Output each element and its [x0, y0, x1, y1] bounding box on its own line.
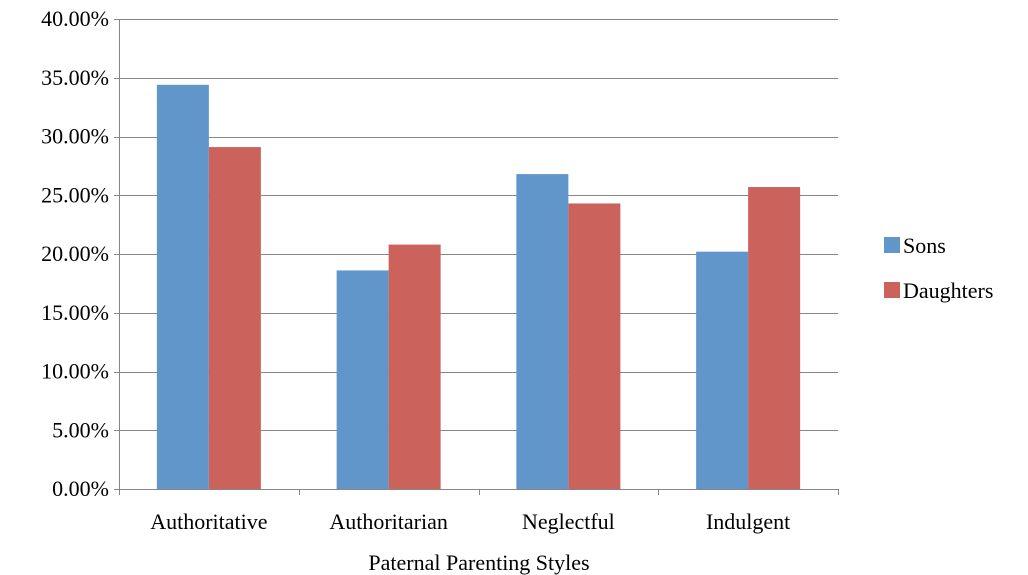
legend-label-daughters: Daughters	[903, 278, 993, 303]
bars	[156, 84, 801, 490]
bar-daughters-authoritative	[208, 147, 261, 489]
x-tick-labels: Authoritative Authoritarian Neglectful Indu…	[150, 509, 790, 534]
bar-daughters-authoritarian	[388, 244, 441, 489]
y-tick-label: 20.00%	[41, 241, 109, 266]
y-tick-labels: 0.00% 5.00% 10.00% 15.00% 20.00% 25.00% 30.00%…	[41, 6, 109, 501]
legend-swatch-daughters	[884, 282, 900, 298]
bar-sons-neglectful	[516, 174, 569, 489]
x-tick-label: Authoritarian	[329, 509, 448, 534]
y-tick-label: 25.00%	[41, 182, 109, 207]
axes	[114, 19, 839, 495]
y-tick-label: 15.00%	[41, 300, 109, 325]
bar-sons-authoritarian	[336, 270, 389, 489]
bar-daughters-indulgent	[748, 187, 801, 489]
x-tick-label: Neglectful	[522, 509, 615, 534]
legend-label-sons: Sons	[903, 233, 946, 258]
y-tick-label: 30.00%	[41, 124, 109, 149]
legend: Sons Daughters	[884, 233, 993, 303]
y-tick-label: 5.00%	[52, 417, 109, 442]
bar-daughters-neglectful	[568, 203, 621, 489]
legend-swatch-sons	[884, 237, 900, 253]
x-tick-label: Indulgent	[706, 509, 790, 534]
y-tick-label: 10.00%	[41, 359, 109, 384]
x-axis-title: Paternal Parenting Styles	[368, 550, 589, 575]
y-tick-label: 0.00%	[52, 476, 109, 501]
y-tick-label: 40.00%	[41, 6, 109, 31]
bar-sons-indulgent	[696, 251, 749, 489]
y-tick-label: 35.00%	[41, 65, 109, 90]
x-tick-label: Authoritative	[150, 509, 267, 534]
bar-sons-authoritative	[156, 84, 209, 490]
